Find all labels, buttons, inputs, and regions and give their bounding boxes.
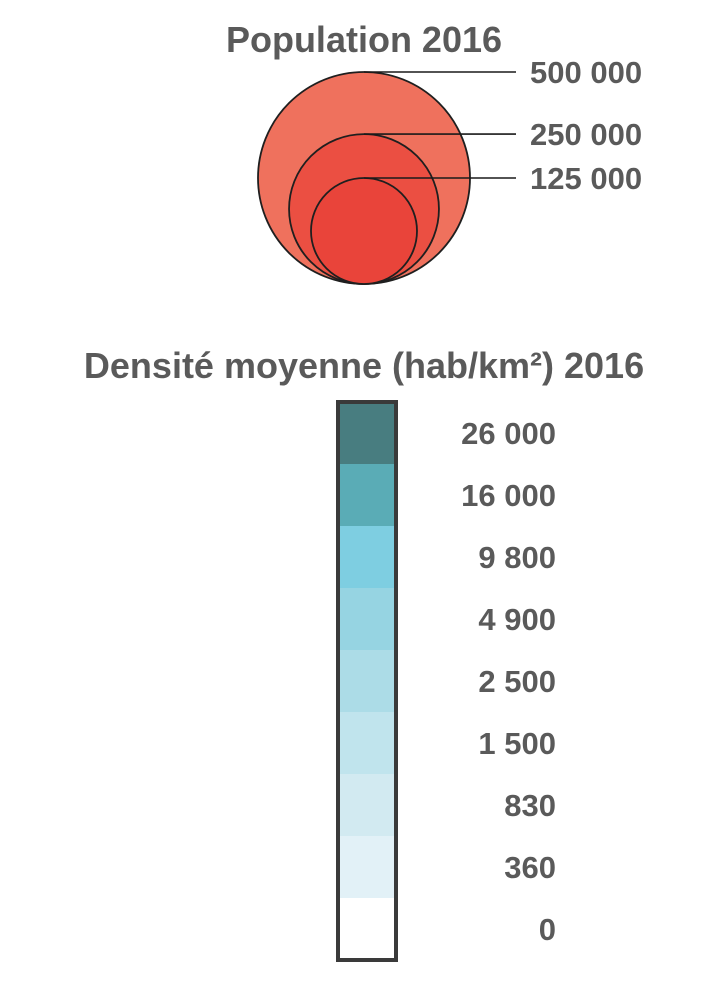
density-class-labels: 26 000 16 000 9 800 4 900 2 500 1 500 830 360 0 [461,416,556,947]
population-bubble-3 [310,177,418,285]
density-swatch-4 [338,588,396,651]
population-leader-lines [364,71,516,179]
density-swatch-9 [338,898,396,961]
density-swatch-7 [338,774,396,837]
population-size-label: 250 000 [530,117,642,152]
density-swatch-8 [338,836,396,899]
density-swatch-3 [338,526,396,589]
density-class-label: 2 500 [478,664,556,699]
density-class-label: 1 500 [478,726,556,761]
population-size-labels: 500 000 250 000 125 000 [530,55,642,196]
density-legend: Densité moyenne (hab/km²) 2016 26 000 16 … [84,345,644,962]
density-class-label: 4 900 [478,602,556,637]
density-legend-title: Densité moyenne (hab/km²) 2016 [84,345,644,386]
density-class-label: 0 [539,912,556,947]
population-size-label: 125 000 [530,161,642,196]
population-legend: Population 2016 500 000 250 000 125 000 [226,19,642,285]
density-class-label: 830 [504,788,556,823]
population-legend-title: Population 2016 [226,19,502,60]
density-swatch-2 [338,464,396,527]
density-class-label: 9 800 [478,540,556,575]
density-scale-frame [336,400,398,962]
density-swatch-5 [338,650,396,713]
density-class-label: 360 [504,850,556,885]
population-size-label: 500 000 [530,55,642,90]
density-swatch-1 [338,402,396,465]
density-class-label: 16 000 [461,478,556,513]
density-class-label: 26 000 [461,416,556,451]
density-swatch-6 [338,712,396,775]
density-color-scale [338,402,396,961]
